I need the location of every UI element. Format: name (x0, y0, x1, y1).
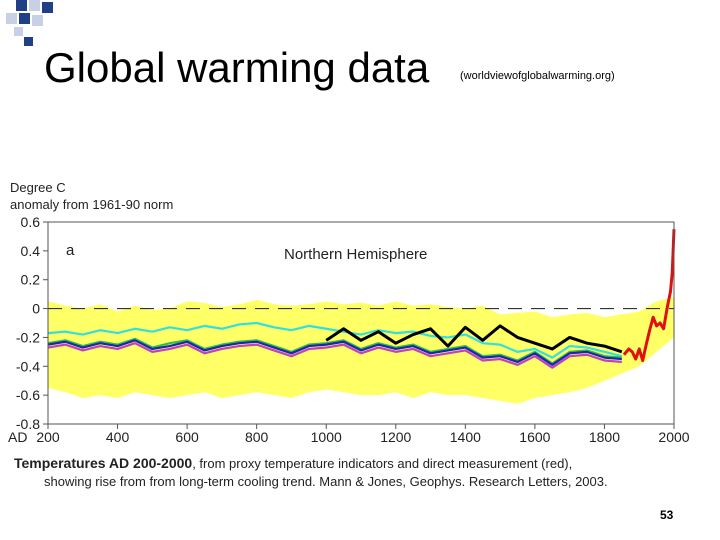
temperature-chart: Degree C anomaly from 1961-90 norm a Nor… (8, 180, 690, 489)
y-tick-label: -0.6 (16, 387, 40, 403)
y-tick-label: 0.4 (21, 243, 41, 259)
x-tick-label: 600 (175, 429, 199, 445)
square-6 (32, 15, 43, 26)
caption-rest: , from proxy temperature indicators and … (192, 456, 572, 471)
source-note: (worldviewofglobalwarming.org) (460, 70, 615, 82)
caption-line2: showing rise from from long-term cooling… (44, 474, 608, 489)
panel-title: Northern Hemisphere (284, 246, 427, 263)
x-tick-label: 1800 (589, 429, 620, 445)
x-axis-prefix: AD (8, 429, 27, 445)
x-tick-label: 800 (245, 429, 269, 445)
x-tick-label: 1400 (450, 429, 481, 445)
square-2 (29, 0, 40, 11)
series-line-series_magenta (47, 342, 622, 369)
y-tick-label: -0.4 (16, 358, 40, 374)
slide-title: Global warming data (44, 44, 430, 91)
x-tick-label: 400 (106, 429, 130, 445)
series-line-series_black (325, 324, 623, 354)
y-tick-label: 0.2 (21, 272, 41, 288)
plot-area (43, 221, 676, 429)
ylabel-line2: anomaly from 1961-90 norm (10, 197, 173, 212)
square-5 (19, 13, 30, 24)
plot-frame (47, 221, 675, 425)
x-tick-label: 1000 (311, 429, 342, 445)
series-line-series_blue (47, 339, 622, 366)
caption-bold: Temperatures AD 200-2000 (14, 455, 192, 471)
panel-letter: a (66, 242, 75, 259)
caption-line1: Temperatures AD 200-2000, from proxy tem… (14, 455, 572, 471)
y-tick-label: -0.2 (16, 329, 40, 345)
square-4 (6, 13, 17, 24)
y-tick-label: 0.6 (21, 214, 41, 230)
decorative-squares (6, 0, 53, 46)
square-3 (42, 2, 53, 13)
y-tick-label: 0 (32, 301, 40, 317)
page-number: 53 (660, 508, 674, 522)
x-tick-label: 1200 (380, 429, 411, 445)
square-1 (16, 0, 27, 11)
square-7 (14, 27, 23, 36)
series-line-series_cyan (47, 321, 623, 359)
x-tick-label: 2000 (658, 429, 689, 445)
square-8 (24, 37, 33, 46)
x-tick-label: 1600 (519, 429, 550, 445)
x-tick-label: 200 (36, 429, 60, 445)
series-line-instrumental (622, 229, 676, 363)
ylabel-line1: Degree C (10, 180, 66, 195)
series-line-series_green (47, 337, 622, 365)
y-tick-label: -0.8 (16, 416, 40, 432)
